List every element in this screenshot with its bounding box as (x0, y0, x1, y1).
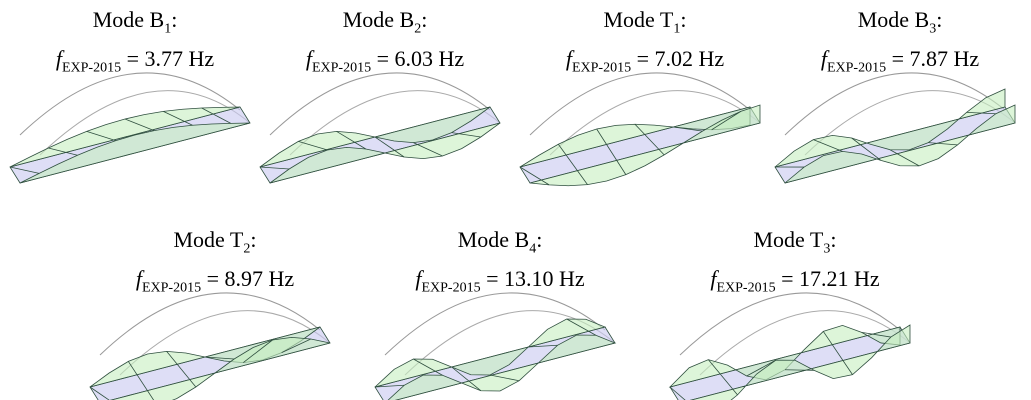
mode-title: Mode B1: (5, 5, 265, 44)
freq-value: = 13.10 Hz (486, 266, 585, 291)
mode-prefix: Mode T (754, 227, 824, 252)
mode-caption: Mode B3:fEXP-2015 = 7.87 Hz (770, 5, 1030, 84)
mode-prefix: Mode T (604, 7, 674, 32)
mode-caption: Mode T2:fEXP-2015 = 8.97 Hz (85, 225, 345, 304)
mode-frequency: fEXP-2015 = 7.02 Hz (515, 44, 775, 83)
mode-suffix: : (936, 7, 942, 32)
mode-frequency: fEXP-2015 = 7.87 Hz (770, 44, 1030, 83)
freq-subscript: EXP-2015 (827, 61, 886, 76)
mode-frequency: fEXP-2015 = 6.03 Hz (255, 44, 515, 83)
mode-frequency: fEXP-2015 = 13.10 Hz (370, 264, 630, 303)
mode-caption: Mode T1:fEXP-2015 = 7.02 Hz (515, 5, 775, 84)
freq-subscript: EXP-2015 (421, 281, 480, 296)
mode-suffix: : (250, 227, 256, 252)
mode-prefix: Mode T (174, 227, 244, 252)
mode-title: Mode B4: (370, 225, 630, 264)
freq-value: = 7.87 Hz (892, 46, 980, 71)
mode-prefix: Mode B (458, 227, 530, 252)
freq-subscript: EXP-2015 (62, 61, 121, 76)
mode-caption: Mode B4:fEXP-2015 = 13.10 Hz (370, 225, 630, 304)
freq-value: = 8.97 Hz (207, 266, 295, 291)
freq-value: = 17.21 Hz (781, 266, 880, 291)
deck-deformed (10, 107, 240, 167)
freq-subscript: EXP-2015 (142, 281, 201, 296)
mode-title: Mode T3: (665, 225, 925, 264)
mode-prefix: Mode B (343, 7, 415, 32)
mode-title: Mode T2: (85, 225, 345, 264)
mode-title: Mode T1: (515, 5, 775, 44)
freq-subscript: EXP-2015 (716, 281, 775, 296)
figure: Mode B1:fEXP-2015 = 3.77 HzMode B2:fEXP-… (0, 0, 1031, 400)
mode-frequency: fEXP-2015 = 3.77 Hz (5, 44, 265, 83)
mode-frequency: fEXP-2015 = 8.97 Hz (85, 264, 345, 303)
mode-suffix: : (680, 7, 686, 32)
mode-title: Mode B2: (255, 5, 515, 44)
mode-title: Mode B3: (770, 5, 1030, 44)
mode-caption: Mode B1:fEXP-2015 = 3.77 Hz (5, 5, 265, 84)
mode-prefix: Mode B (93, 7, 165, 32)
mode-suffix: : (421, 7, 427, 32)
mode-suffix: : (830, 227, 836, 252)
mode-prefix: Mode B (858, 7, 930, 32)
freq-value: = 3.77 Hz (127, 46, 215, 71)
mode-caption: Mode B2:fEXP-2015 = 6.03 Hz (255, 5, 515, 84)
mode-suffix: : (536, 227, 542, 252)
freq-value: = 7.02 Hz (637, 46, 725, 71)
freq-value: = 6.03 Hz (377, 46, 465, 71)
mode-caption: Mode T3:fEXP-2015 = 17.21 Hz (665, 225, 925, 304)
freq-subscript: EXP-2015 (312, 61, 371, 76)
freq-subscript: EXP-2015 (572, 61, 631, 76)
mode-suffix: : (171, 7, 177, 32)
mode-frequency: fEXP-2015 = 17.21 Hz (665, 264, 925, 303)
